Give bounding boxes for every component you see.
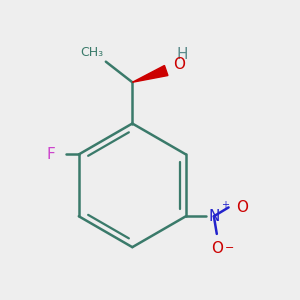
Text: H: H [177,47,188,62]
Text: +: + [221,200,229,210]
Text: O: O [236,200,248,215]
Text: CH₃: CH₃ [80,46,103,59]
Text: O: O [174,57,186,72]
Text: F: F [46,147,55,162]
Text: −: − [225,243,234,253]
Text: N: N [208,209,220,224]
Text: O: O [211,241,223,256]
Polygon shape [132,65,168,82]
